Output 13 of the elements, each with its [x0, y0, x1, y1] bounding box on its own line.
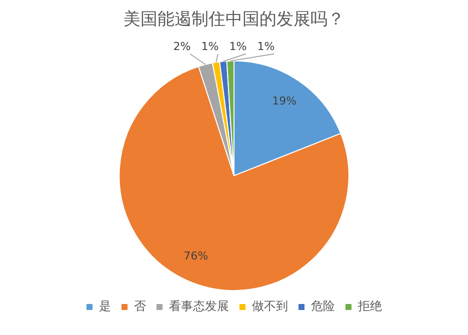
legend-label: 危险 [311, 299, 335, 314]
data-label: 76% [184, 250, 208, 263]
data-label: 1% [257, 40, 275, 53]
legend-label: 看事态发展 [169, 299, 229, 314]
legend-label: 做不到 [252, 299, 288, 314]
data-label: 1% [201, 40, 219, 53]
chart-title: 美国能遏制住中国的发展吗？ [124, 10, 344, 30]
legend-label: 拒绝 [357, 299, 382, 314]
legend-label: 是 [99, 299, 111, 314]
data-label: 19% [272, 94, 297, 108]
data-label: 1% [229, 40, 247, 53]
data-label: 2% [173, 40, 191, 53]
legend-label: 否 [134, 299, 146, 314]
